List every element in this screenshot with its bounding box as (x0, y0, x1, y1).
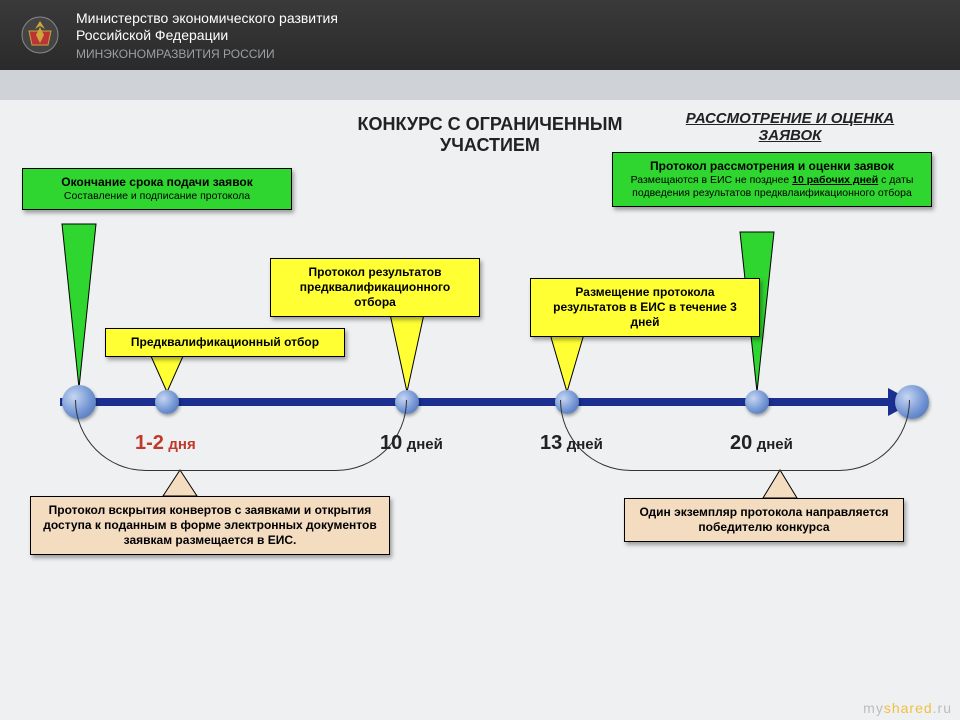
callout-prequal: Предквалификационный отбор (105, 328, 345, 357)
ministry-header: Министерство экономического развития Рос… (0, 0, 960, 70)
timeline-arc-1 (75, 400, 407, 471)
c5-sub-a: Размещаются в ЕИС не позднее (631, 174, 793, 186)
tl-num-1: 1-2 (135, 432, 164, 454)
header-text-block: Министерство экономического развития Рос… (76, 10, 338, 61)
tl-num-4: 20 (730, 432, 752, 454)
c4-title: Размещение протокола результатов в ЕИС в… (553, 285, 737, 329)
callout-review-protocol: Протокол рассмотрения и оценки заявок Ра… (612, 152, 932, 207)
callout-winner-copy: Один экземпляр протокола направляется по… (624, 498, 904, 542)
wm-a: my (863, 700, 884, 716)
emblem-icon (20, 15, 60, 55)
tl-label-1: 1-2 дня (135, 432, 196, 455)
c2-title: Предквалификационный отбор (131, 335, 319, 349)
callout-prequal-protocol: Протокол результатов предквалификационно… (270, 258, 480, 317)
diagram-canvas: КОНКУРС С ОГРАНИЧЕННЫМ УЧАСТИЕМ РАССМОТР… (0, 100, 960, 720)
tl-unit-1: дня (168, 436, 195, 453)
header-l1b: Российской Федерации (76, 27, 228, 43)
wm-b: shared (884, 700, 933, 716)
callout-eis-placement: Размещение протокола результатов в ЕИС в… (530, 278, 760, 337)
header-line1: Министерство экономического развития Рос… (76, 10, 338, 45)
tl-unit-3: дней (567, 436, 603, 453)
c7-title: Один экземпляр протокола направляется по… (639, 505, 888, 534)
tl-num-3: 13 (540, 432, 562, 454)
watermark: myshared.ru (863, 700, 952, 716)
c3-title: Протокол результатов предквалификационно… (300, 265, 450, 309)
tl-label-4: 20 дней (730, 432, 793, 455)
tl-label-3: 13 дней (540, 432, 603, 455)
header-l1a: Министерство экономического развития (76, 10, 338, 26)
main-title: КОНКУРС С ОГРАНИЧЕННЫМ УЧАСТИЕМ (310, 114, 670, 156)
tl-num-2: 10 (380, 432, 402, 454)
tl-unit-2: дней (407, 436, 443, 453)
callout-envelope-protocol: Протокол вскрытия конвертов с заявками и… (30, 496, 390, 555)
tl-label-2: 10 дней (380, 432, 443, 455)
c5-title: Протокол рассмотрения и оценки заявок (621, 159, 923, 174)
section-title: РАССМОТРЕНИЕ И ОЦЕНКА ЗАЯВОК (660, 110, 920, 144)
c5-sub: Размещаются в ЕИС не позднее 10 рабочих … (621, 174, 923, 200)
tl-unit-4: дней (757, 436, 793, 453)
c1-title: Окончание срока подачи заявок (31, 175, 283, 190)
c5-sub-u: 10 рабочих дней (792, 174, 878, 186)
c1-sub: Составление и подписание протокола (31, 190, 283, 203)
header-spacer (0, 70, 960, 100)
header-sub: МИНЭКОНОМРАЗВИТИЯ РОССИИ (76, 47, 338, 61)
callout-deadline: Окончание срока подачи заявок Составлени… (22, 168, 292, 210)
c6-title: Протокол вскрытия конвертов с заявками и… (43, 503, 376, 547)
